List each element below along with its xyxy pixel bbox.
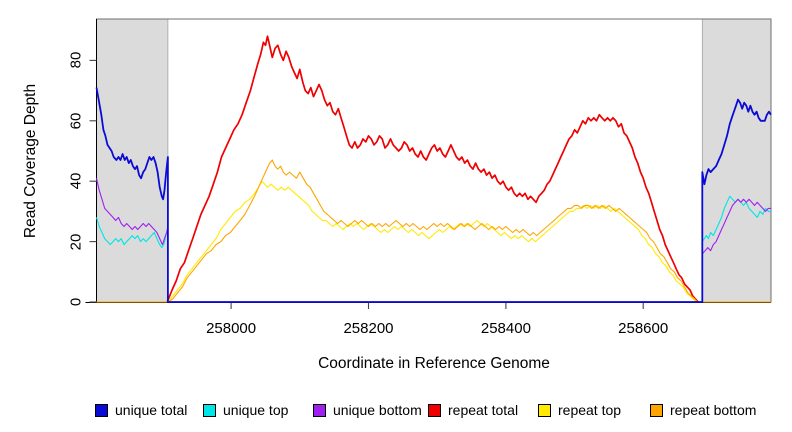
series-line-repeat-top	[167, 180, 697, 303]
series-line-repeat-bottom	[96, 159, 771, 303]
legend-item-unique-top: unique top	[203, 402, 288, 418]
legend-label: repeat bottom	[670, 402, 757, 418]
legend-item-unique-bottom: unique bottom	[313, 402, 422, 418]
legend-item-repeat-bottom: repeat bottom	[650, 402, 756, 418]
y-tick-label: 20	[67, 233, 85, 250]
x-tick-label: 258200	[343, 320, 394, 337]
legend-item-repeat-total: repeat total	[428, 402, 518, 418]
y-axis-title: Read Coverage Depth	[22, 83, 39, 239]
legend-label: repeat top	[558, 402, 622, 418]
series-line-unique-total	[95, 87, 772, 303]
series-line-unique-top	[95, 195, 771, 303]
masked-region-right	[701, 18, 772, 303]
plot-frame	[96, 18, 772, 303]
legend-swatch-unique-top	[203, 403, 216, 417]
legend-swatch-repeat-total	[428, 403, 441, 417]
y-tick-label: 60	[67, 112, 85, 130]
series-line-repeat-total	[166, 35, 699, 303]
legend-label: unique total	[115, 402, 188, 418]
x-tick-label: 258400	[480, 320, 531, 337]
legend-swatch-unique-total	[95, 403, 108, 417]
series-line-unique-bottom	[95, 178, 771, 303]
legend-label: repeat total	[448, 402, 519, 418]
y-tick-label: 40	[67, 172, 85, 190]
x-tick-label: 258600	[618, 320, 669, 337]
x-axis-title: Coordinate in Reference Genome	[318, 355, 550, 372]
legend-item-unique-total: unique total	[95, 402, 187, 418]
x-tick-label: 258000	[206, 320, 257, 337]
y-tick-label: 80	[67, 52, 85, 69]
legend-swatch-unique-bottom	[313, 403, 326, 417]
y-tick-label: 0	[67, 297, 85, 307]
legend-swatch-repeat-top	[538, 403, 551, 417]
legend-label: unique top	[223, 402, 289, 418]
masked-region-left	[96, 18, 169, 303]
legend-item-repeat-top: repeat top	[538, 402, 621, 418]
legend-swatch-repeat-bottom	[650, 403, 663, 417]
legend-label: unique bottom	[333, 402, 422, 418]
